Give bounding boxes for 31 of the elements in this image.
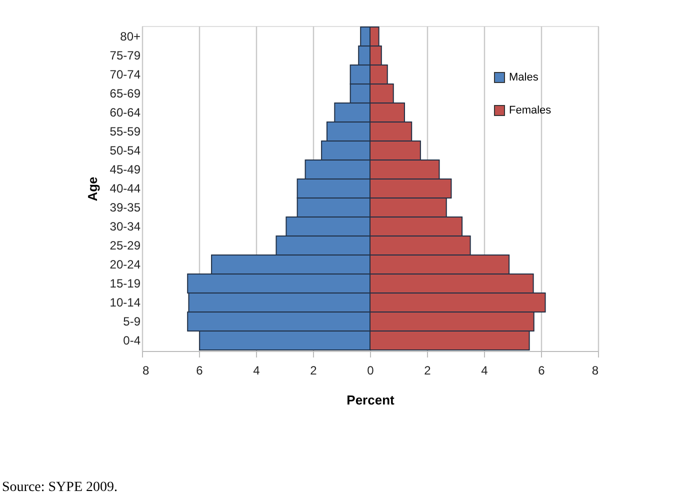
y-tick-label: 30-34: [110, 220, 141, 234]
x-tick-label: 6: [196, 364, 204, 378]
y-tick-label: 0-4: [123, 334, 141, 348]
x-tick-label: 0: [367, 364, 374, 378]
y-tick-label: 10-14: [110, 296, 141, 310]
x-tick-label: 4: [253, 364, 260, 378]
y-tick-label: 20-24: [110, 258, 141, 272]
source-note: Source: SYPE 2009.: [2, 480, 118, 495]
y-tick-label: 40-44: [110, 182, 141, 196]
y-axis-title: Age: [84, 176, 100, 202]
y-tick-label: 80+: [120, 29, 140, 44]
y-tick-label: 60-64: [110, 105, 141, 120]
x-tick-label: 4: [481, 364, 488, 378]
y-tick-label: 70-74: [110, 67, 141, 82]
y-tick-label: 25-29: [110, 238, 141, 253]
x-tick-label: 8: [592, 364, 599, 378]
y-tick-label: 65-69: [110, 86, 141, 100]
legend-label: Females: [509, 104, 552, 116]
x-tick-label: 2: [310, 364, 318, 378]
y-tick-label: 39-35: [110, 200, 141, 215]
x-tick-label: 6: [538, 364, 546, 378]
y-tick-label: 75-79: [110, 48, 141, 62]
y-tick-label: 45-49: [110, 162, 141, 176]
x-tick-label: 2: [424, 364, 432, 378]
y-tick-label: 15-19: [110, 276, 141, 291]
y-tick-label: 55-59: [110, 124, 141, 138]
y-tick-label: 5-9: [123, 314, 141, 329]
legend-label: Males: [509, 72, 539, 84]
x-tick-label: 8: [142, 364, 150, 378]
y-tick-label: 50-54: [110, 143, 141, 158]
x-axis-title: Percent: [346, 392, 396, 408]
